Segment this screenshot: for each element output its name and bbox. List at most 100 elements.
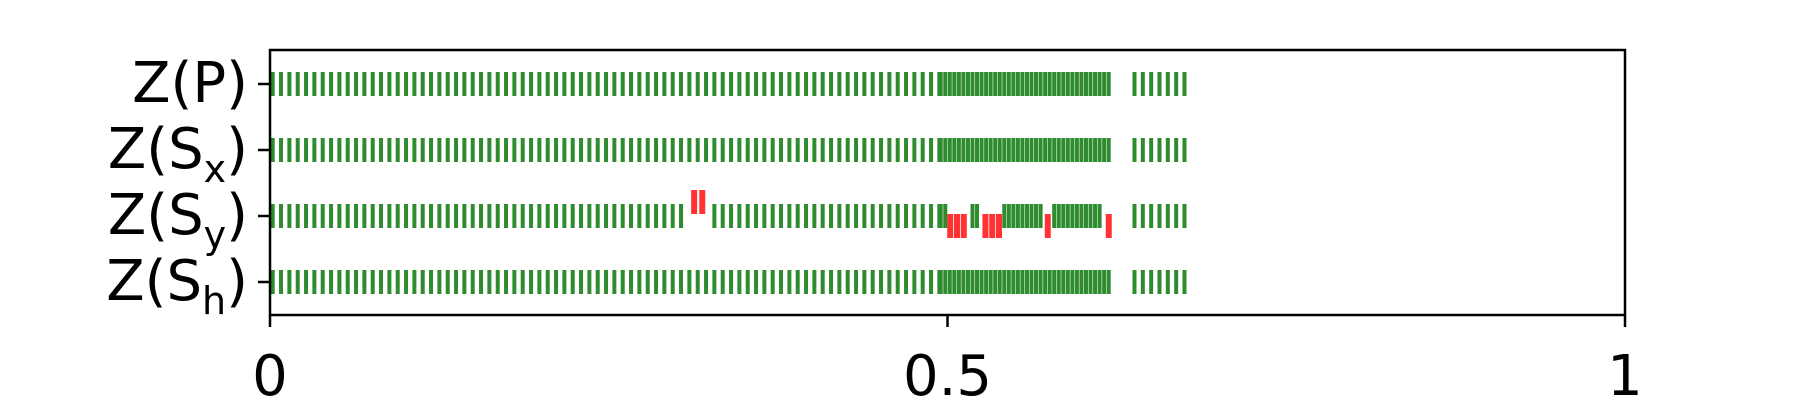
pass-mark (570, 138, 575, 162)
pass-mark (961, 270, 966, 294)
pass-mark (545, 270, 550, 294)
pass-mark (470, 138, 475, 162)
pass-mark (1043, 72, 1048, 96)
pass-mark (1047, 72, 1052, 96)
pass-mark (662, 204, 667, 228)
pass-mark (879, 270, 884, 294)
pass-mark (754, 138, 759, 162)
row-0-marks (270, 72, 1187, 96)
pass-mark (329, 204, 334, 228)
pass-mark (704, 138, 709, 162)
pass-mark (997, 270, 1002, 294)
pass-mark (304, 138, 309, 162)
pass-mark (975, 204, 980, 228)
pass-mark (745, 138, 750, 162)
pass-mark (737, 204, 742, 228)
pass-mark (412, 270, 417, 294)
pass-mark (454, 72, 459, 96)
pass-mark (454, 138, 459, 162)
pass-mark (404, 270, 409, 294)
pass-mark (704, 270, 709, 294)
pass-mark (1149, 138, 1154, 162)
fail-mark (947, 214, 954, 238)
pass-mark (1034, 72, 1039, 96)
row-3-marks (270, 270, 1187, 294)
pass-mark (362, 138, 367, 162)
pass-mark (587, 204, 592, 228)
pass-mark (1002, 204, 1007, 228)
pass-mark (1132, 72, 1137, 96)
pass-mark (554, 270, 559, 294)
pass-mark (662, 138, 667, 162)
y-tick-label: Z(Sy) (108, 183, 248, 257)
pass-mark (762, 72, 767, 96)
pass-mark (970, 138, 975, 162)
pass-mark (870, 270, 875, 294)
pass-mark (1165, 270, 1170, 294)
pass-mark (612, 204, 617, 228)
pass-mark (579, 72, 584, 96)
pass-mark (961, 138, 966, 162)
pass-mark (1165, 72, 1170, 96)
pass-mark (887, 72, 892, 96)
pass-mark (812, 204, 817, 228)
pass-mark (845, 204, 850, 228)
pass-mark (1088, 138, 1093, 162)
pass-mark (1038, 270, 1043, 294)
pass-mark (1157, 204, 1162, 228)
pass-mark (862, 270, 867, 294)
pass-mark (1074, 204, 1079, 228)
pass-mark (1061, 204, 1066, 228)
pass-mark (1034, 204, 1039, 228)
pass-mark (1149, 270, 1154, 294)
pass-mark (1006, 204, 1011, 228)
pass-mark (729, 72, 734, 96)
pass-mark (787, 270, 792, 294)
pass-mark (420, 270, 425, 294)
fail-mark (960, 214, 967, 238)
pass-mark (470, 204, 475, 228)
pass-mark (504, 72, 509, 96)
pass-mark (975, 270, 980, 294)
pass-mark (1140, 138, 1145, 162)
pass-mark (1132, 204, 1137, 228)
pass-mark (612, 270, 617, 294)
fail-mark (982, 214, 989, 238)
pass-mark (1065, 72, 1070, 96)
pass-mark (812, 72, 817, 96)
pass-mark (920, 72, 925, 96)
pass-mark (279, 72, 284, 96)
pass-mark (429, 270, 434, 294)
pass-mark (645, 72, 650, 96)
pass-mark (320, 270, 325, 294)
pass-mark (270, 72, 275, 96)
pass-mark (997, 72, 1002, 96)
pass-mark (712, 138, 717, 162)
pass-mark (1038, 138, 1043, 162)
pass-mark (984, 72, 989, 96)
pass-mark (529, 72, 534, 96)
pass-mark (437, 204, 442, 228)
pass-mark (287, 204, 292, 228)
pass-mark (745, 270, 750, 294)
pass-mark (1065, 270, 1070, 294)
pass-mark (938, 204, 943, 228)
pass-mark (345, 270, 350, 294)
pass-mark (570, 270, 575, 294)
pass-mark (312, 270, 317, 294)
pass-mark (529, 138, 534, 162)
pass-mark (304, 72, 309, 96)
pass-mark (420, 204, 425, 228)
row-2-marks (270, 190, 1187, 238)
pass-mark (404, 138, 409, 162)
x-tick-label: 0.5 (903, 344, 992, 409)
pass-mark (1093, 270, 1098, 294)
pass-mark (604, 138, 609, 162)
pass-mark (279, 270, 284, 294)
pass-mark (762, 138, 767, 162)
pass-mark (1061, 138, 1066, 162)
pass-mark (279, 138, 284, 162)
pass-mark (404, 204, 409, 228)
pass-mark (961, 72, 966, 96)
